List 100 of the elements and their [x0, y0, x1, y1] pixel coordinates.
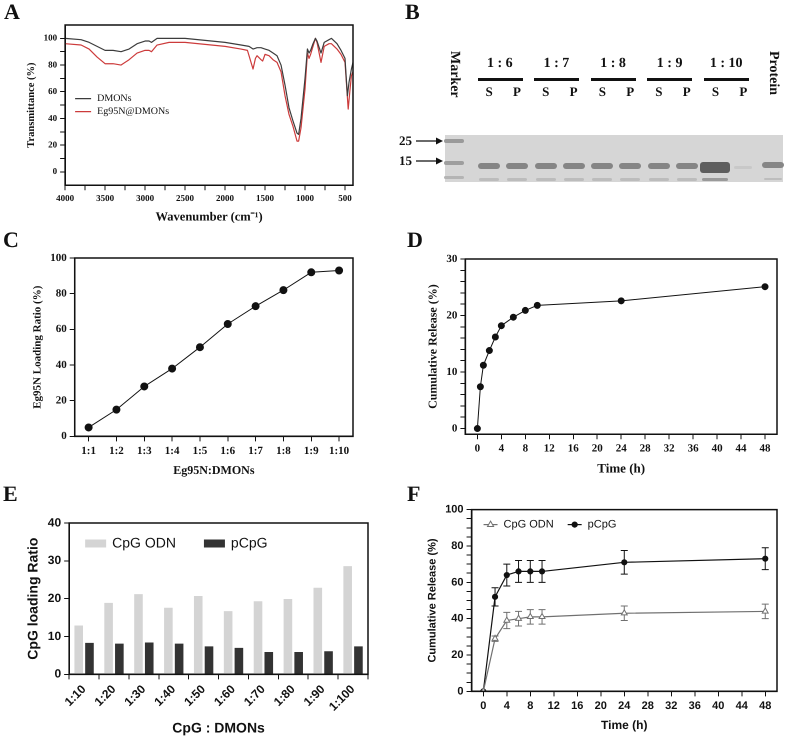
y-tick-label: 20	[451, 649, 464, 662]
text: P	[739, 84, 748, 99]
x-tick-label: 44	[736, 700, 749, 712]
x-tick-label: 16	[568, 442, 580, 455]
x-tick-label: 1:2	[109, 444, 124, 457]
x-tick-label: 4	[504, 700, 511, 712]
chart-title: F	[407, 481, 420, 506]
y-tick-label: 80	[56, 288, 68, 300]
text: S	[712, 84, 720, 99]
x-tick-label: 2500	[176, 192, 195, 203]
text: 1 : 10	[710, 56, 743, 71]
y-tick-label: 0	[452, 422, 458, 434]
x-tick-label: 20	[594, 700, 607, 712]
legend-label: pCpG	[588, 518, 616, 531]
y-tick-label: 40	[48, 515, 62, 530]
text: P	[682, 84, 691, 99]
legend-label: pCpG	[230, 534, 268, 550]
x-tick-label: 3000	[136, 192, 155, 203]
y-tick-label: 30	[446, 252, 458, 265]
y-axis-title: CpG loading Ratio	[24, 538, 40, 660]
legend-label: CpG ODN	[504, 518, 554, 531]
x-tick-label: 1:4	[164, 444, 180, 457]
x-tick-label: 28	[642, 700, 654, 712]
y-axis-title: Cumulative Release (%)	[426, 538, 439, 663]
y-tick-label: 20	[48, 590, 62, 605]
x-axis-title: Time (h)	[597, 460, 646, 476]
x-axis-title: Eg95N:DMONs	[173, 462, 255, 477]
x-tick-label: 1:7	[248, 444, 264, 457]
text: 1 : 8	[600, 56, 626, 71]
x-tick-label: 8	[527, 700, 534, 712]
x-tick-label: 48	[759, 700, 772, 712]
text: P	[513, 84, 521, 99]
y-tick-label: 100	[50, 252, 68, 264]
x-tick-label: 1:6	[220, 444, 236, 457]
y-tick-label: 40	[56, 358, 68, 371]
text: P	[626, 84, 634, 99]
y-tick-label: 40	[48, 112, 58, 123]
x-tick-label: 1:3	[136, 444, 152, 457]
y-tick-label: 100	[44, 32, 58, 43]
x-tick-label: 1:5	[192, 444, 208, 457]
x-tick-label: 44	[736, 442, 748, 455]
x-tick-label: 40	[712, 700, 724, 712]
x-tick-label: 2000	[216, 192, 235, 203]
x-tick-label: 1:1	[81, 444, 96, 457]
y-axis-title: Transmittance (%)	[26, 62, 38, 148]
y-tick-label: 80	[451, 540, 464, 552]
chart-title: A	[4, 0, 20, 24]
y-axis-title: Eg95N Loading Ratio (%)	[31, 285, 44, 409]
y-tick-label: 10	[446, 366, 458, 378]
x-tick-label: 3500	[96, 192, 115, 203]
text: 25	[399, 133, 412, 148]
legend-label: CpG ODN	[112, 534, 176, 550]
x-tick-label: 16	[571, 700, 584, 712]
y-tick-label: 80	[48, 59, 58, 70]
legend-label: Eg95N@DMONs	[97, 106, 170, 118]
text: Marker	[447, 51, 462, 98]
text: S	[655, 84, 663, 99]
y-tick-label: 60	[451, 576, 464, 588]
y-tick-label: 30	[48, 553, 62, 568]
chart-title: C	[3, 227, 19, 252]
x-tick-label: 32	[664, 442, 676, 455]
y-tick-label: 40	[451, 612, 464, 625]
text: S	[598, 84, 606, 99]
text: P	[570, 84, 578, 99]
x-tick-label: 12	[548, 700, 560, 712]
x-axis-title: CpG : DMONs	[172, 719, 266, 736]
text: 1 : 7	[544, 56, 570, 71]
x-tick-label: 1:8	[276, 444, 292, 457]
x-tick-label: 0	[474, 442, 481, 455]
x-tick-label: 24	[616, 442, 628, 455]
text: 15	[399, 153, 412, 168]
x-tick-label: 12	[544, 442, 556, 455]
text: B	[405, 0, 420, 24]
chart-title: E	[3, 481, 18, 506]
y-tick-label: 100	[445, 504, 464, 516]
text: S	[542, 84, 550, 99]
x-tick-label: 4000	[56, 192, 75, 203]
x-axis-title: Time (h)	[601, 718, 648, 732]
x-tick-label: 1500	[256, 192, 275, 203]
text: 1 : 6	[487, 56, 513, 71]
y-tick-label: 20	[446, 309, 458, 322]
legend-label: DMONs	[97, 93, 132, 104]
x-tick-label: 40	[712, 442, 724, 455]
x-tick-label: 36	[688, 442, 700, 455]
y-tick-label: 0	[61, 430, 68, 442]
x-tick-label: 1000	[296, 192, 315, 203]
x-tick-label: 36	[688, 700, 701, 712]
x-tick-label: 8	[522, 442, 529, 455]
x-tick-label: 1:9	[304, 444, 320, 457]
x-tick-label: 4	[498, 442, 505, 455]
text: Protein	[766, 51, 781, 96]
y-tick-label: 20	[48, 139, 58, 150]
x-tick-label: 24	[618, 700, 632, 712]
y-tick-label: 60	[48, 86, 58, 96]
text: 1 : 9	[656, 56, 682, 71]
y-tick-label: 20	[56, 394, 68, 407]
y-tick-label: 10	[48, 628, 62, 643]
x-tick-label: 500	[338, 192, 352, 203]
x-tick-label: 0	[480, 700, 486, 712]
y-tick-label: 0	[54, 666, 62, 681]
